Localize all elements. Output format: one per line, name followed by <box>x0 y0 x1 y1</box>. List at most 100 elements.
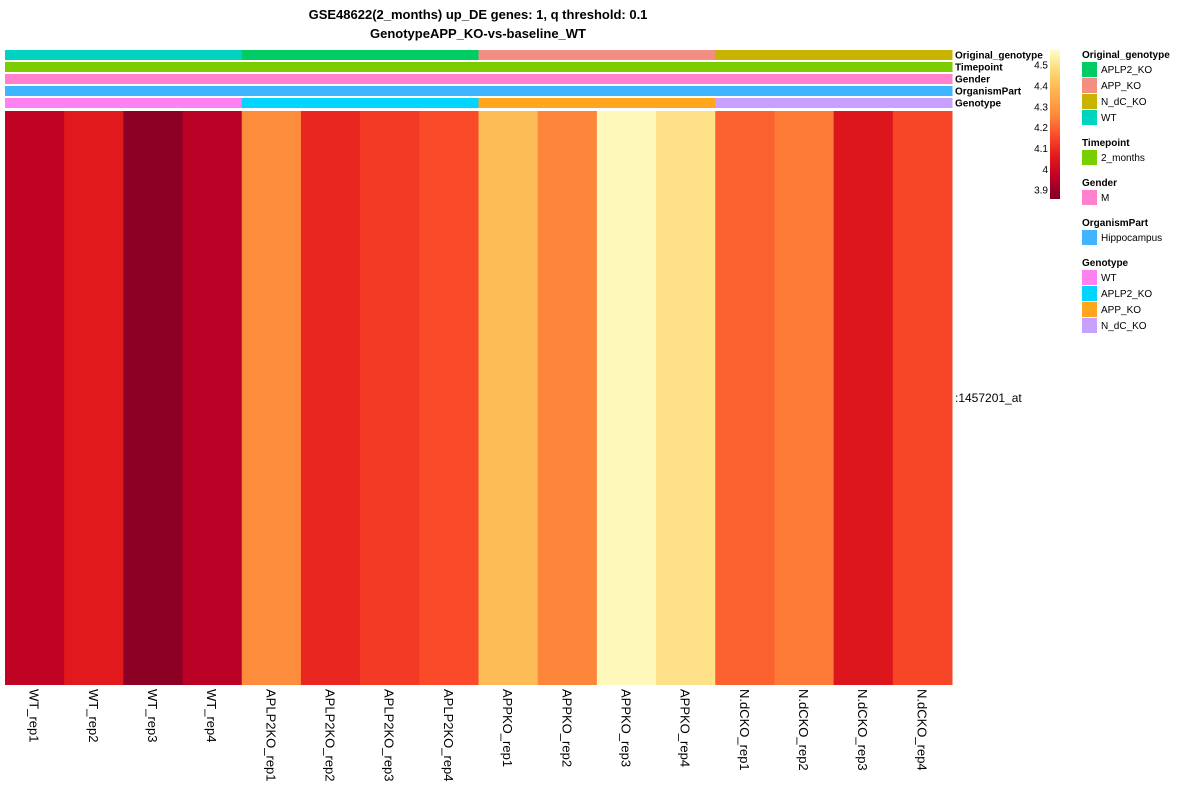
annotation-cell <box>656 62 716 72</box>
annotation-label: Genotype <box>955 99 1002 110</box>
color-scale-tick: 4.5 <box>1034 61 1048 72</box>
heatmap-cell <box>478 111 539 685</box>
heatmap-cell <box>123 111 184 685</box>
legend-title: Original_genotype <box>1082 50 1170 61</box>
heatmap-cell <box>360 111 420 685</box>
legend-swatch <box>1082 318 1097 333</box>
column-label: WT_rep4 <box>204 689 219 742</box>
legend-swatch <box>1082 94 1097 109</box>
annotation-cell <box>123 98 184 108</box>
annotation-cell <box>123 86 184 96</box>
annotation-cell <box>419 86 479 96</box>
chart-title: GSE48622(2_months) up_DE genes: 1, q thr… <box>309 7 648 22</box>
annotation-cell <box>182 98 243 108</box>
annotation-label: Timepoint <box>955 63 1003 74</box>
heatmap-cell <box>300 111 361 685</box>
column-label: APPKO_rep1 <box>500 689 515 767</box>
annotation-cell <box>774 74 835 84</box>
legend-item-label: N_dC_KO <box>1101 321 1147 332</box>
color-scale-tick: 4.3 <box>1034 102 1048 113</box>
annotation-cell <box>596 86 657 96</box>
annotation-cell <box>715 98 775 108</box>
legend-swatch <box>1082 190 1097 205</box>
legend-title: Timepoint <box>1082 138 1130 149</box>
heatmap-cell <box>5 111 65 685</box>
annotation-cell <box>537 50 598 60</box>
heatmap-cell <box>774 111 835 685</box>
annotation-cell <box>892 50 953 60</box>
annotation-cell <box>892 86 953 96</box>
annotation-cell <box>64 98 124 108</box>
annotation-cell <box>833 62 894 72</box>
column-label: APLP2KO_rep1 <box>263 689 278 782</box>
annotation-cell <box>241 98 302 108</box>
annotation-cell <box>596 98 657 108</box>
annotation-cell <box>182 50 243 60</box>
row-label: :1457201_at <box>955 391 1022 405</box>
color-scale-bar <box>1050 49 1060 199</box>
annotation-cell <box>478 62 539 72</box>
annotation-cell <box>360 86 420 96</box>
heatmap-cell <box>64 111 124 685</box>
color-scale-tick: 4.2 <box>1034 123 1048 134</box>
annotation-cell <box>5 50 65 60</box>
legend-item-label: WT <box>1101 113 1117 124</box>
annotation-cell <box>596 50 657 60</box>
annotation-cell <box>774 50 835 60</box>
legend-swatch <box>1082 230 1097 245</box>
heatmap-cell <box>596 111 657 685</box>
column-label: APPKO_rep2 <box>559 689 574 767</box>
legend-item-label: WT <box>1101 273 1117 284</box>
annotation-cell <box>774 86 835 96</box>
heatmap-cell <box>419 111 479 685</box>
annotation-cell <box>537 74 598 84</box>
legend-title: OrganismPart <box>1082 218 1149 229</box>
legend-swatch <box>1082 110 1097 125</box>
column-label: WT_rep3 <box>145 689 160 742</box>
annotation-cell <box>478 50 539 60</box>
annotation-cell <box>833 74 894 84</box>
heatmap-cell <box>182 111 243 685</box>
heatmap-cell <box>537 111 598 685</box>
annotation-cell <box>241 50 302 60</box>
legend-item-label: N_dC_KO <box>1101 97 1147 108</box>
column-label: N.dCKO_rep4 <box>914 689 929 771</box>
annotation-cell <box>656 74 716 84</box>
legend-item-label: Hippocampus <box>1101 233 1162 244</box>
legend-swatch <box>1082 302 1097 317</box>
column-label: WT_rep2 <box>86 689 101 742</box>
column-label: APPKO_rep3 <box>618 689 633 767</box>
annotation-cell <box>596 74 657 84</box>
legend-item-label: M <box>1101 193 1109 204</box>
annotation-cell <box>123 62 184 72</box>
annotation-cell <box>182 86 243 96</box>
annotation-cell <box>300 98 361 108</box>
annotation-cell <box>300 50 361 60</box>
legend-item-label: APLP2_KO <box>1101 65 1152 76</box>
annotation-cell <box>774 62 835 72</box>
color-scale-tick: 4 <box>1042 165 1048 176</box>
legend-item-label: APP_KO <box>1101 305 1141 316</box>
chart-subtitle: GenotypeAPP_KO-vs-baseline_WT <box>370 26 586 41</box>
annotation-cell <box>537 86 598 96</box>
legend-title: Gender <box>1082 178 1117 189</box>
color-scale-tick: 4.4 <box>1034 82 1048 93</box>
annotation-cell <box>478 98 539 108</box>
annotation-cell <box>360 50 420 60</box>
annotation-cell <box>892 74 953 84</box>
annotation-cell <box>537 98 598 108</box>
annotation-label: Gender <box>955 75 990 86</box>
annotation-cell <box>182 74 243 84</box>
heatmap-cell <box>656 111 716 685</box>
color-scale-tick: 3.9 <box>1034 186 1048 197</box>
annotation-cell <box>64 50 124 60</box>
annotation-cell <box>5 62 65 72</box>
annotation-label: OrganismPart <box>955 87 1022 98</box>
annotation-cell <box>182 62 243 72</box>
column-label: WT_rep1 <box>27 689 42 742</box>
legend-swatch <box>1082 286 1097 301</box>
annotation-cell <box>64 86 124 96</box>
annotation-label: Original_genotype <box>955 51 1043 62</box>
annotation-cell <box>892 62 953 72</box>
